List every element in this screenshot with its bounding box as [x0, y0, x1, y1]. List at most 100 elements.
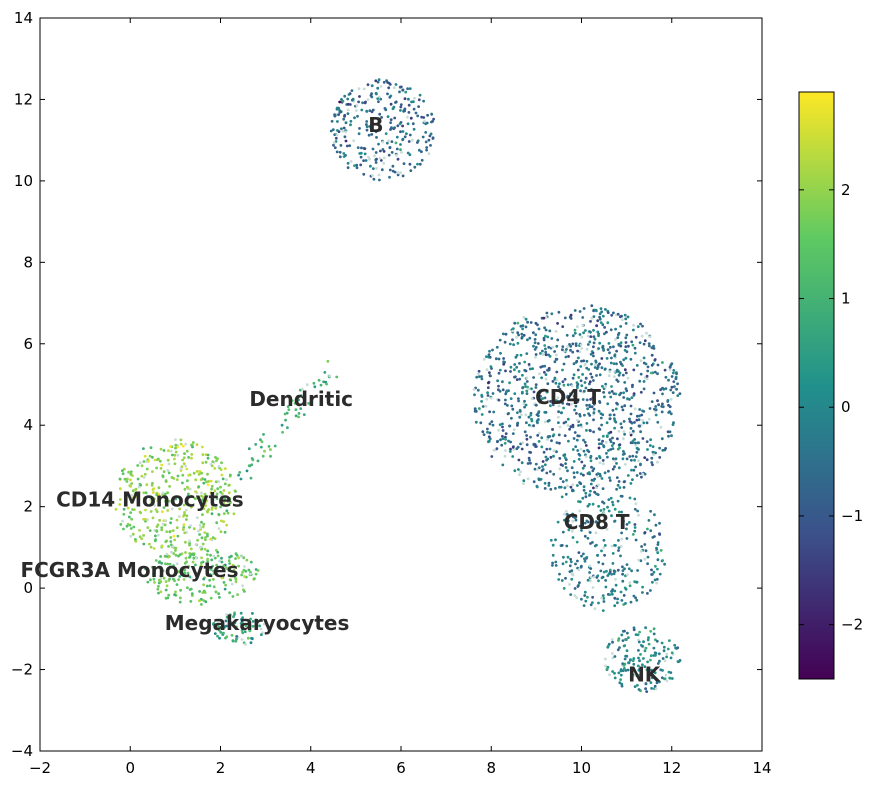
scatter-point — [537, 440, 541, 443]
scatter-point — [607, 469, 610, 473]
scatter-point — [521, 386, 524, 390]
scatter-point — [339, 110, 343, 113]
scatter-point — [597, 504, 600, 508]
scatter-point — [662, 649, 666, 653]
scatter-point — [617, 342, 621, 346]
scatter-point — [247, 447, 251, 451]
scatter-point — [487, 381, 490, 385]
scatter-point — [627, 521, 631, 524]
scatter-point — [632, 594, 636, 598]
scatter-point — [661, 386, 664, 390]
scatter-point — [518, 408, 522, 412]
scatter-point — [628, 581, 632, 584]
scatter-point — [231, 622, 235, 625]
scatter-point — [370, 92, 373, 96]
scatter-point — [653, 513, 656, 517]
scatter-point — [584, 376, 588, 380]
scatter-point — [387, 86, 391, 90]
scatter-point — [625, 457, 629, 461]
scatter-point — [228, 497, 232, 500]
scatter-point — [517, 370, 521, 373]
scatter-point — [589, 372, 593, 376]
scatter-point — [626, 668, 630, 672]
scatter-point — [634, 596, 637, 600]
scatter-point — [651, 463, 654, 467]
scatter-point — [614, 337, 617, 341]
scatter-point — [527, 415, 531, 419]
scatter-point — [600, 442, 603, 445]
scatter-point — [280, 423, 284, 427]
scatter-point — [621, 565, 624, 569]
scatter-point — [410, 100, 413, 104]
scatter-point — [209, 491, 213, 494]
scatter-point — [633, 526, 637, 529]
scatter-point — [142, 534, 146, 537]
scatter-point — [670, 385, 674, 389]
scatter-point — [269, 454, 272, 458]
scatter-point — [666, 647, 670, 651]
scatter-point — [608, 673, 611, 677]
scatter-point — [184, 540, 187, 544]
scatter-point — [556, 520, 560, 524]
scatter-point — [543, 370, 546, 374]
scatter-point — [250, 457, 254, 460]
scatter-point — [130, 517, 134, 521]
scatter-point — [217, 527, 221, 530]
scatter-point — [582, 473, 585, 477]
scatter-point — [249, 560, 253, 564]
scatter-point — [150, 483, 154, 487]
scatter-point — [585, 519, 589, 523]
scatter-point — [518, 362, 521, 365]
scatter-point — [538, 372, 541, 376]
scatter-point — [211, 460, 215, 463]
scatter-point — [651, 580, 654, 584]
scatter-point — [388, 168, 392, 172]
scatter-point — [572, 460, 576, 463]
scatter-point — [592, 407, 596, 411]
scatter-point — [582, 488, 586, 492]
scatter-point — [228, 555, 232, 559]
scatter-point — [557, 415, 560, 419]
scatter-point — [243, 565, 246, 568]
scatter-point — [183, 531, 187, 535]
scatter-point — [648, 674, 651, 677]
scatter-point — [572, 362, 576, 366]
scatter-point — [408, 153, 412, 157]
scatter-point — [678, 392, 682, 395]
scatter-point — [544, 316, 548, 319]
scatter-point — [145, 467, 149, 471]
scatter-point — [576, 418, 579, 422]
scatter-point — [213, 489, 217, 493]
scatter-point — [207, 480, 211, 483]
scatter-point — [188, 487, 192, 491]
cluster-label: NK — [628, 662, 662, 686]
scatter-point — [545, 390, 549, 394]
scatter-point — [571, 512, 575, 516]
scatter-point — [317, 378, 321, 382]
scatter-point — [645, 374, 649, 378]
scatter-point — [605, 451, 608, 455]
scatter-point — [362, 159, 365, 163]
scatter-point — [606, 645, 610, 649]
scatter-point — [214, 456, 217, 459]
scatter-point — [211, 564, 215, 568]
scatter-point — [170, 476, 174, 479]
scatter-point — [623, 368, 627, 372]
scatter-point — [615, 462, 618, 465]
scatter-point — [613, 465, 616, 469]
scatter-point — [676, 394, 680, 397]
scatter-point — [601, 434, 605, 438]
scatter-point — [582, 552, 585, 556]
scatter-point — [480, 375, 483, 378]
scatter-point — [178, 575, 182, 578]
scatter-point — [335, 375, 339, 379]
scatter-point — [564, 560, 568, 564]
scatter-point — [329, 129, 333, 133]
scatter-point — [562, 383, 566, 387]
scatter-point — [421, 135, 425, 139]
scatter-point — [591, 469, 595, 473]
scatter-point — [597, 601, 600, 605]
scatter-point — [114, 507, 118, 511]
scatter-point — [580, 347, 584, 350]
scatter-point — [520, 447, 524, 451]
